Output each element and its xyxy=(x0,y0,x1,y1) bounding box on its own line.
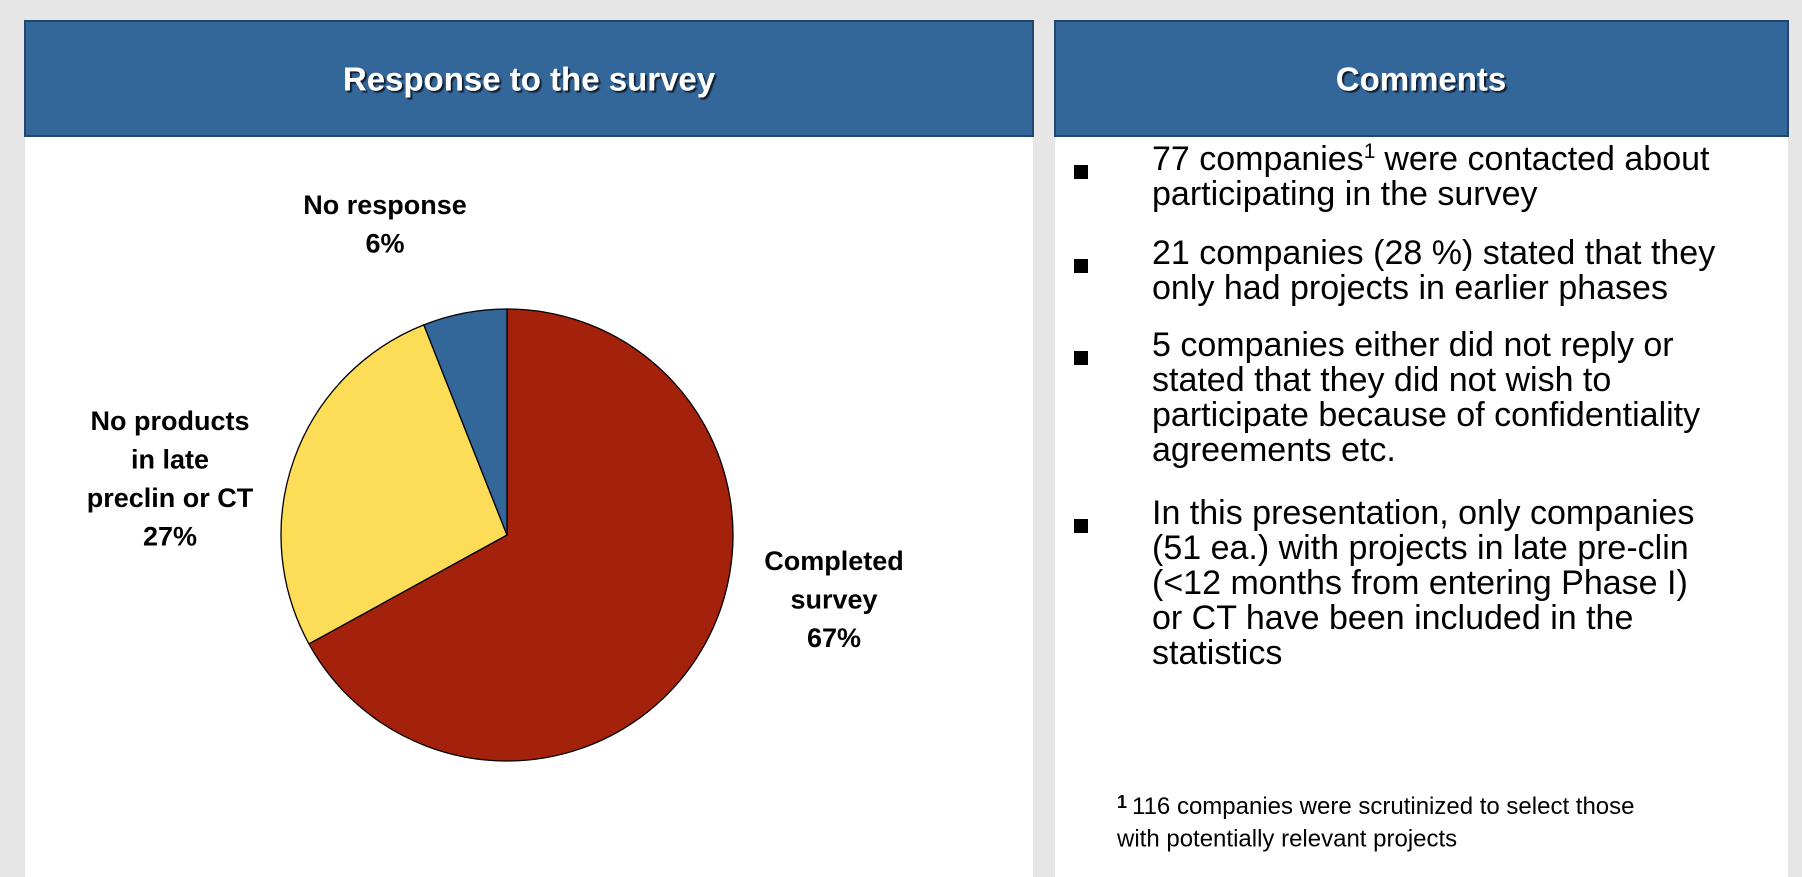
slice-value-label: 67% xyxy=(807,623,861,653)
footnote-text: 116 companies were scrutinized to select… xyxy=(1132,793,1635,820)
chart-title: Response to the survey xyxy=(343,61,716,98)
bullet xyxy=(1074,165,1088,179)
bullet xyxy=(1074,519,1088,533)
bullet xyxy=(1074,351,1088,365)
comment-line: statistics xyxy=(1152,634,1282,672)
comment-text: were contacted about xyxy=(1383,140,1710,178)
comment-line: In this presentation, only companies xyxy=(1152,494,1694,532)
comment-line: or CT have been included in the xyxy=(1152,599,1633,637)
footnote-line: with potentially relevant projects xyxy=(1116,825,1457,852)
slice-label: No products xyxy=(91,406,250,436)
slice-value-label: 27% xyxy=(143,522,197,552)
slice-label: in late xyxy=(131,445,209,475)
pie: Completed survey 67% No products in late prec… xyxy=(87,190,904,762)
comment-line: 21 companies (28 %) stated that they xyxy=(1152,234,1715,272)
footnote-mark: 1 xyxy=(1364,140,1376,163)
bullet xyxy=(1074,259,1088,273)
left-header xyxy=(24,20,1034,137)
comment-line: 5 companies either did not reply or xyxy=(1152,326,1674,364)
comment-line: participate because of confidentiality xyxy=(1152,396,1700,434)
comment-line: (<12 months from entering Phase I) xyxy=(1152,564,1688,602)
comment-line: agreements etc. xyxy=(1152,431,1396,469)
comment-text: 77 companies xyxy=(1152,140,1364,178)
right-header xyxy=(1054,20,1789,137)
comment-line: participating in the survey xyxy=(1152,175,1538,213)
slice-label: No response xyxy=(303,190,467,220)
pie-slice xyxy=(422,308,508,536)
pie-slice xyxy=(280,324,508,645)
pie-slice xyxy=(308,308,734,762)
comment-line: stated that they did not wish to xyxy=(1152,361,1611,399)
comment-line: only had projects in earlier phases xyxy=(1152,269,1668,307)
footnote-mark: 1 xyxy=(1117,792,1127,812)
comment-line: 77 companies1 were contacted about xyxy=(1152,140,1710,178)
slice-label: survey xyxy=(790,585,877,615)
comments-title: Comments xyxy=(1336,61,1507,98)
right-panel xyxy=(1055,21,1788,877)
slice-value-label: 6% xyxy=(365,229,404,259)
comments: 77 companies1 were contacted aboutpartici… xyxy=(1074,140,1715,852)
slice-label: preclin or CT xyxy=(87,483,254,513)
slice-label: Completed xyxy=(764,546,904,576)
comment-line: (51 ea.) with projects in late pre-clin xyxy=(1152,529,1689,567)
footnote-line: 1 116 companies were scrutinized to selec… xyxy=(1117,792,1635,821)
